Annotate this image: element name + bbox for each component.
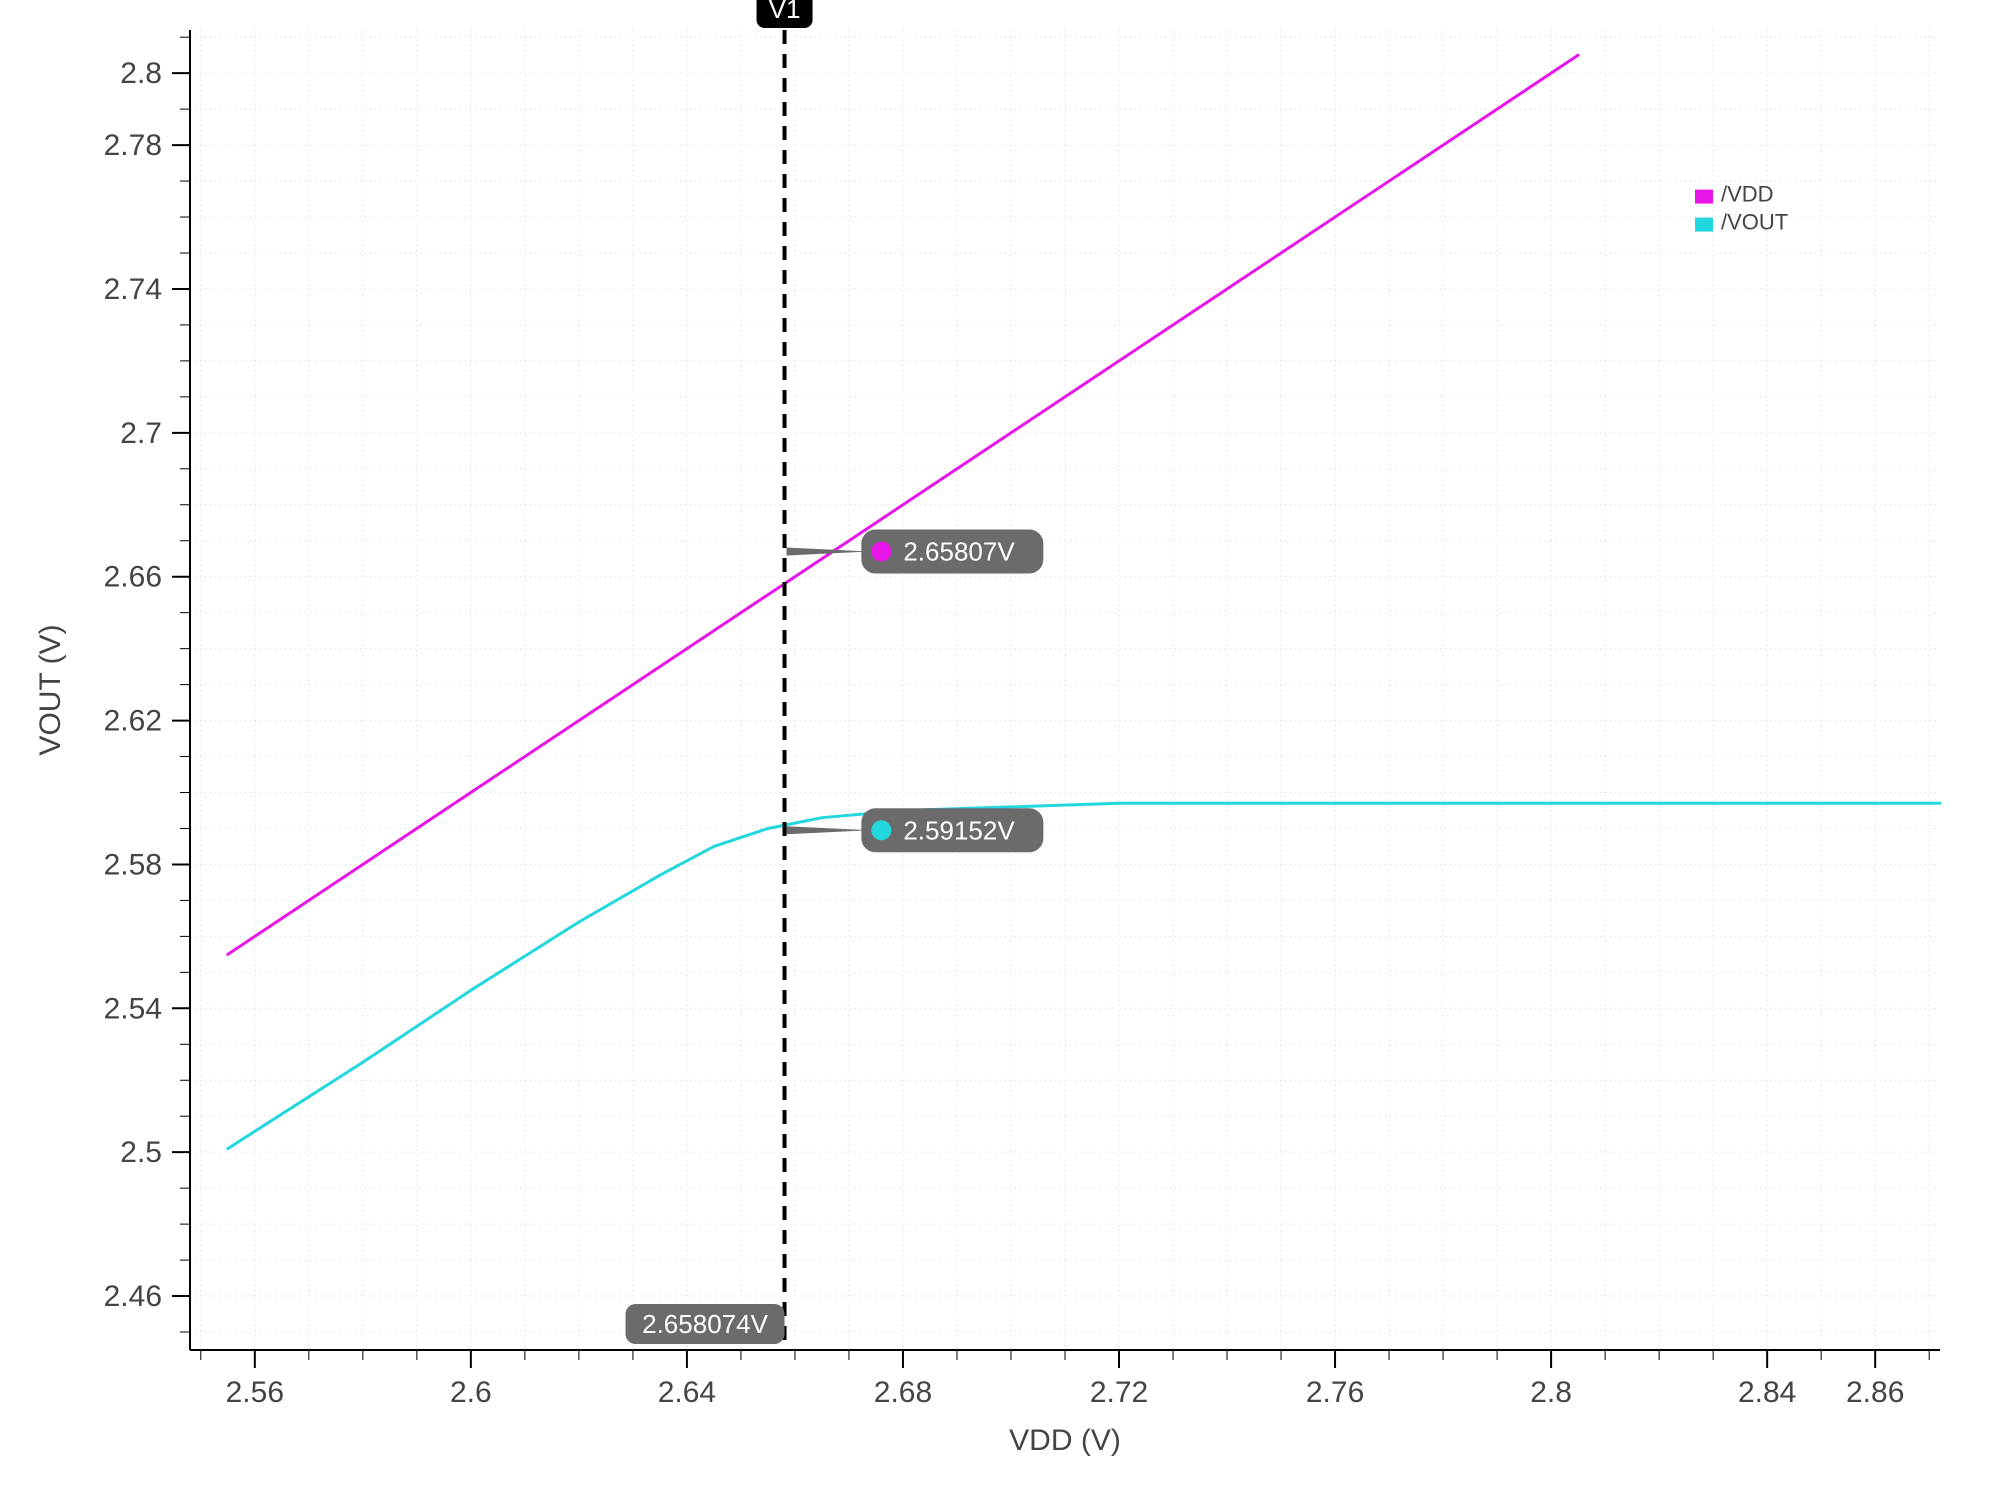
marker-dot [871, 820, 891, 840]
marker-dot [871, 542, 891, 562]
marker-label: 2.59152V [903, 815, 1015, 845]
cursor-badge-label: V1 [769, 0, 801, 24]
y-axis-label: VOUT (V) [34, 624, 67, 755]
cursor-x-readout-label: 2.658074V [642, 1309, 768, 1339]
line-chart[interactable]: V1 2.658074V 2.65807V 2.59152V 2.56 2.6 2.64… [0, 0, 1990, 1510]
legend-label[interactable]: /VOUT [1721, 210, 1788, 235]
x-tick-label: 2.6 [450, 1376, 492, 1409]
legend-swatch[interactable] [1695, 190, 1713, 204]
legend-label[interactable]: /VDD [1721, 182, 1774, 207]
y-tick-label: 2.66 [104, 561, 162, 594]
x-tick-label: 2.8 [1530, 1376, 1572, 1409]
x-axis-label: VDD (V) [1009, 1424, 1121, 1457]
marker-label: 2.65807V [903, 537, 1015, 567]
x-tick-label: 2.86 [1846, 1376, 1904, 1409]
y-tick-label: 2.78 [104, 129, 162, 162]
y-tick-label: 2.46 [104, 1280, 162, 1313]
legend-swatch[interactable] [1695, 218, 1713, 232]
x-tick-label: 2.72 [1090, 1376, 1148, 1409]
y-tick-label: 2.74 [104, 273, 162, 306]
y-tick-label: 2.62 [104, 705, 162, 738]
chart-container: V1 2.658074V 2.65807V 2.59152V 2.56 2.6 2.64… [0, 0, 1990, 1510]
y-tick-label: 2.8 [120, 57, 162, 90]
x-tick-label: 2.64 [658, 1376, 716, 1409]
x-tick-label: 2.84 [1738, 1376, 1796, 1409]
y-tick-label: 2.5 [120, 1136, 162, 1169]
x-tick-label: 2.68 [874, 1376, 932, 1409]
x-tick-label: 2.76 [1306, 1376, 1364, 1409]
y-tick-label: 2.58 [104, 848, 162, 881]
y-tick-label: 2.54 [104, 992, 162, 1025]
x-tick-label: 2.56 [226, 1376, 284, 1409]
y-tick-label: 2.7 [120, 417, 162, 450]
